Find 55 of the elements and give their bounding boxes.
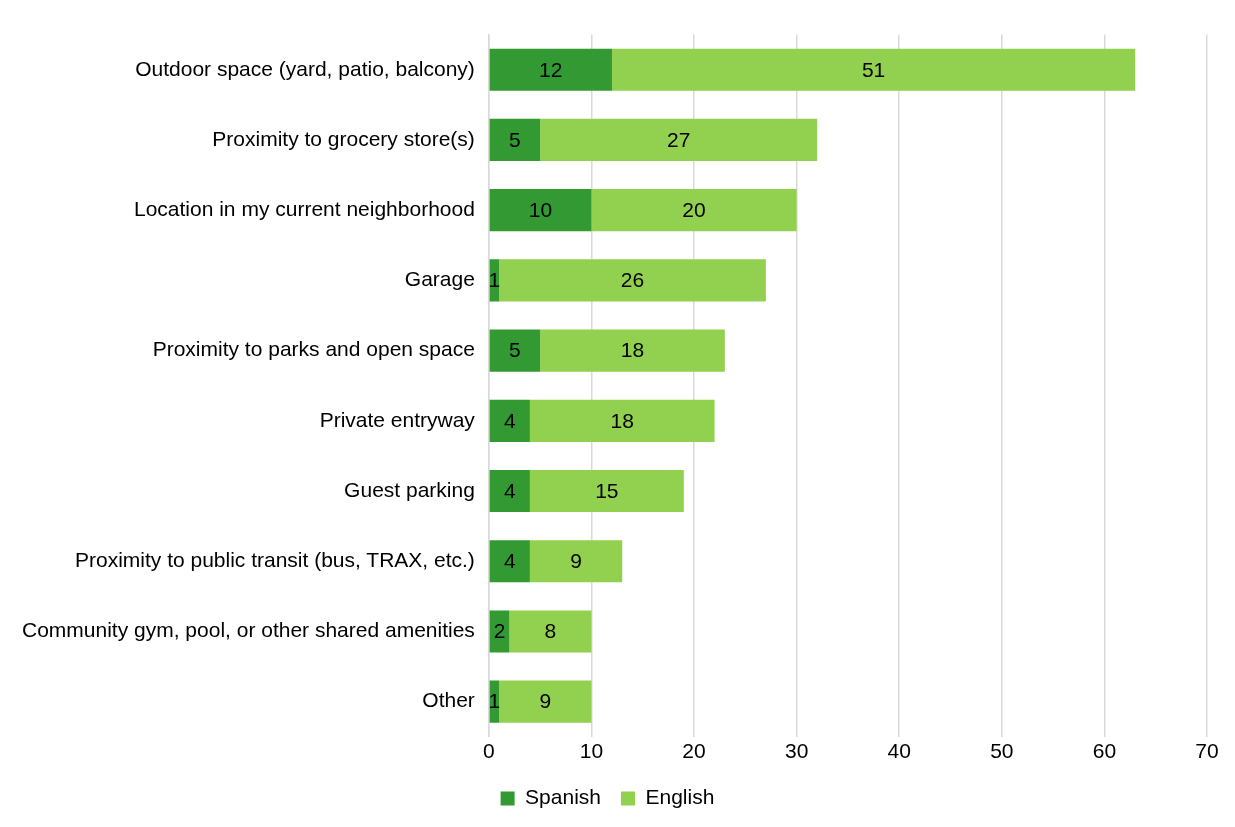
data-label: 5: [509, 127, 521, 151]
bar: [489, 329, 541, 372]
bar: [489, 469, 530, 513]
x-tick-label: 40: [887, 739, 911, 763]
data-label: 2: [493, 619, 506, 643]
y-tick-label: Private entryway: [319, 407, 476, 431]
data-label: 20: [682, 197, 706, 221]
data-label: 9: [539, 689, 552, 713]
data-label: 26: [620, 268, 645, 292]
y-tick-label: Other: [422, 688, 475, 712]
bar: [489, 189, 592, 232]
bar: [540, 118, 818, 161]
bar: [529, 469, 684, 513]
bar: [499, 680, 592, 723]
y-tick-label: Proximity to grocery store(s): [212, 126, 475, 150]
y-tick-label: Guest parking: [344, 477, 475, 501]
bar: [489, 48, 612, 91]
bar: [489, 399, 530, 442]
x-tick-label: 20: [682, 739, 706, 763]
y-tick-label: Outdoor space (yard, patio, balcony): [135, 56, 475, 80]
data-label: 27: [666, 127, 691, 151]
y-tick-label: Proximity to parks and open space: [152, 337, 475, 361]
bar: [540, 329, 725, 372]
data-label: 4: [503, 408, 516, 432]
legend-label: English: [645, 785, 715, 809]
y-tick-label: Proximity to public transit (bus, TRAX, etc.): [74, 548, 475, 572]
bar: [509, 610, 592, 653]
bar: [499, 259, 766, 302]
legend-label: Spanish: [525, 785, 602, 809]
x-tick-label: 50: [990, 739, 1014, 763]
data-label: 15: [595, 478, 619, 502]
bar: [489, 118, 541, 161]
x-tick-label: 30: [784, 739, 809, 763]
y-tick-label: Garage: [404, 267, 475, 291]
data-label: 18: [620, 338, 645, 362]
bar: [529, 399, 715, 442]
data-label: 18: [610, 408, 634, 432]
data-label: 4: [503, 549, 516, 573]
y-tick-label: Community gym, pool, or other shared amenities: [21, 618, 475, 642]
data-label: 5: [509, 338, 521, 362]
data-label: 10: [528, 197, 553, 221]
data-label: 4: [503, 478, 516, 502]
data-label: 8: [544, 619, 557, 643]
bar: [529, 540, 623, 583]
x-tick-label: 70: [1195, 739, 1219, 763]
x-tick-label: 60: [1092, 739, 1117, 763]
data-label: 9: [570, 549, 582, 573]
x-tick-label: 10: [579, 739, 604, 763]
y-tick-label: Location in my current neighborhood: [133, 196, 475, 220]
bar: [489, 540, 530, 583]
bar: [591, 189, 797, 232]
bar: [611, 48, 1136, 91]
x-tick-label: 0: [483, 739, 495, 763]
data-label: 12: [539, 57, 563, 81]
data-label: 51: [861, 57, 886, 81]
